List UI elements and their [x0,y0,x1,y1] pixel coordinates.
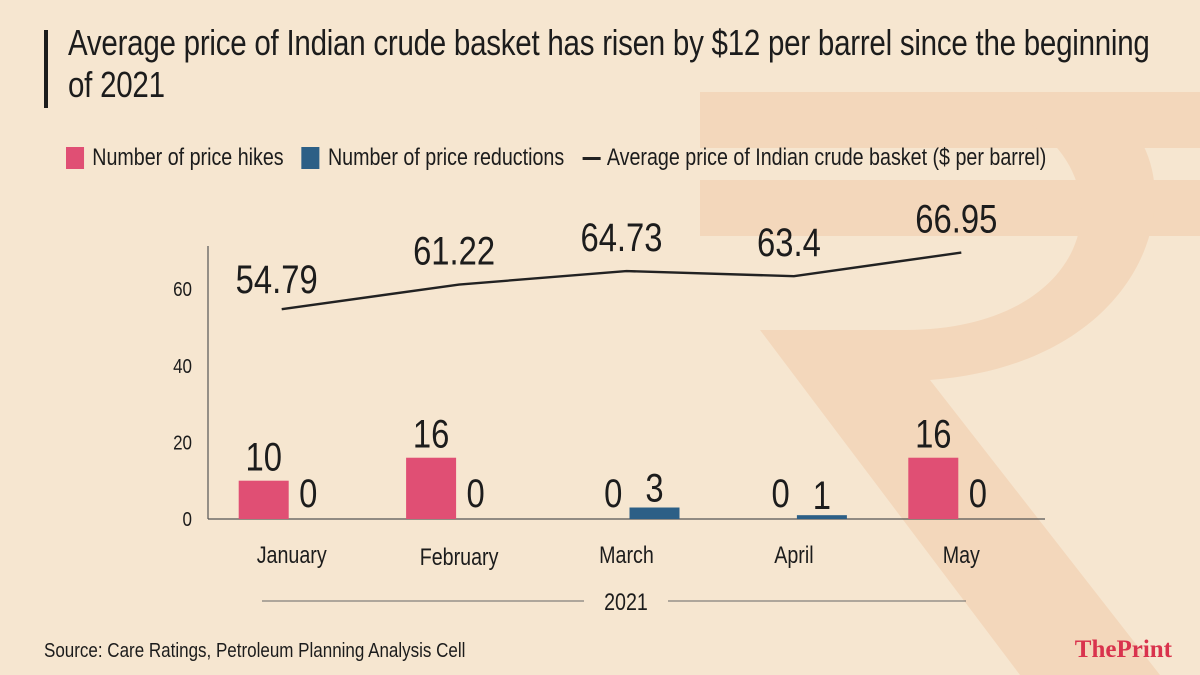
legend-swatch-hikes [66,147,85,169]
legend-swatch-price [582,156,601,160]
label-price-march: 64.73 [580,215,662,260]
legend-swatch-reductions [301,147,320,169]
y-tick-label-0: 0 [183,508,192,531]
legend: Number of price hikes Number of price re… [66,143,1064,173]
x-tick-label-february: February [420,543,499,570]
label-reductions-may: 0 [969,471,987,516]
logo-the: The [1074,636,1117,663]
label-price-february: 61.22 [413,228,495,273]
label-hikes-february: 16 [413,412,449,457]
x-axis-title: 2021 [604,588,648,615]
label-price-april: 63.4 [757,220,821,265]
title-accent-bar [44,30,48,108]
y-tick-label-60: 60 [173,278,192,301]
bar-hikes-january [238,480,289,519]
label-reductions-february: 0 [466,471,484,516]
label-hikes-january: 10 [245,435,281,480]
legend-item-price: Average price of Indian crude basket ($ … [582,144,1046,172]
bar-hikes-february [406,457,457,519]
y-tick-label-20: 20 [173,431,192,454]
legend-label-price: Average price of Indian crude basket ($ … [606,144,1047,171]
x-tick-label-january: January [257,541,327,568]
x-tick-label-may: May [943,541,980,568]
y-tick-label-40: 40 [173,354,192,377]
bar-reductions-april [796,515,847,519]
label-price-january: 54.79 [236,257,318,302]
bar-reductions-march [629,507,680,519]
x-tick-label-april: April [774,541,813,568]
legend-label-reductions: Number of price reductions [327,144,565,171]
label-hikes-march: 0 [604,471,622,516]
label-hikes-april: 0 [772,471,790,516]
line-price [281,251,962,311]
legend-item-hikes: Number of price hikes [66,144,284,172]
legend-item-reductions: Number of price reductions [301,144,565,172]
logo-print: Print [1116,636,1172,663]
label-hikes-may: 16 [915,412,951,457]
page-title: Average price of Indian crude basket has… [68,22,1150,105]
legend-label-hikes: Number of price hikes [92,144,284,171]
theprint-logo: ThePrint [1075,636,1172,664]
label-reductions-march: 3 [645,465,663,510]
label-price-may: 66.95 [915,196,997,241]
source-note: Source: Care Ratings, Petroleum Planning… [44,640,466,662]
label-reductions-january: 0 [299,471,317,516]
bar-hikes-may [908,457,959,519]
label-reductions-april: 1 [813,473,831,518]
x-tick-label-march: March [599,541,654,568]
